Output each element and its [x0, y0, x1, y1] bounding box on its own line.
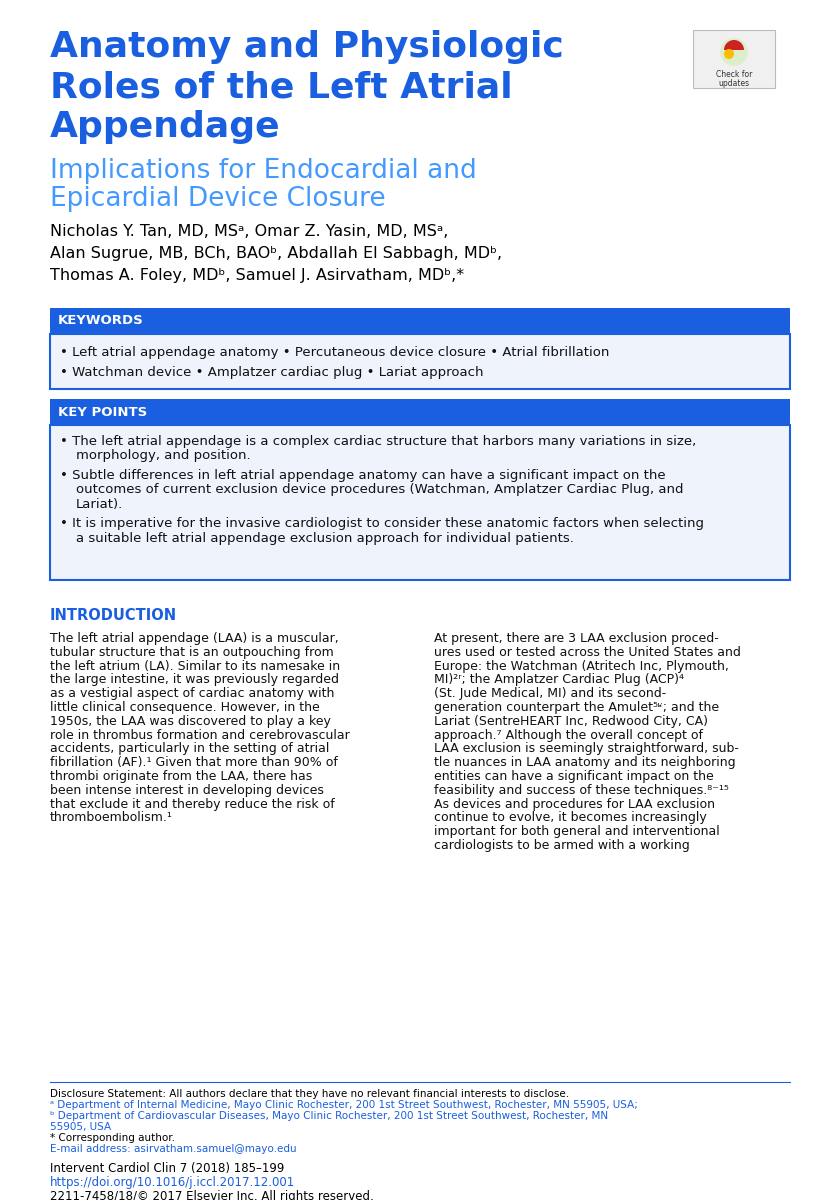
Text: Disclosure Statement: All authors declare that they have no relevant financial i: Disclosure Statement: All authors declar…: [50, 1090, 570, 1099]
Text: 55905, USA: 55905, USA: [50, 1122, 111, 1132]
Text: feasibility and success of these techniques.⁸⁻¹⁵: feasibility and success of these techniq…: [434, 784, 729, 797]
Text: MI)²ʳ; the Amplatzer Cardiac Plug (ACP)⁴: MI)²ʳ; the Amplatzer Cardiac Plug (ACP)⁴: [434, 673, 684, 686]
Text: thrombi originate from the LAA, there has: thrombi originate from the LAA, there ha…: [50, 770, 312, 782]
Text: Lariat).: Lariat).: [76, 498, 123, 511]
Text: tubular structure that is an outpouching from: tubular structure that is an outpouching…: [50, 646, 333, 659]
Text: cardiologists to be armed with a working: cardiologists to be armed with a working: [434, 839, 690, 852]
Text: Appendage: Appendage: [50, 110, 281, 144]
Wedge shape: [724, 40, 744, 50]
FancyBboxPatch shape: [693, 30, 775, 88]
Text: thromboembolism.¹: thromboembolism.¹: [50, 811, 173, 824]
Text: that exclude it and thereby reduce the risk of: that exclude it and thereby reduce the r…: [50, 798, 335, 811]
Text: Alan Sugrue, MB, BCh, BAOᵇ, Abdallah El Sabbagh, MDᵇ,: Alan Sugrue, MB, BCh, BAOᵇ, Abdallah El …: [50, 246, 502, 260]
Text: Epicardial Device Closure: Epicardial Device Closure: [50, 186, 386, 212]
Text: a suitable left atrial appendage exclusion approach for individual patients.: a suitable left atrial appendage exclusi…: [76, 532, 574, 545]
Text: little clinical consequence. However, in the: little clinical consequence. However, in…: [50, 701, 320, 714]
Text: • Left atrial appendage anatomy • Percutaneous device closure • Atrial fibrillat: • Left atrial appendage anatomy • Percut…: [60, 346, 609, 359]
Text: generation counterpart the Amulet⁵ʶ; and the: generation counterpart the Amulet⁵ʶ; and…: [434, 701, 719, 714]
Text: • The left atrial appendage is a complex cardiac structure that harbors many var: • The left atrial appendage is a complex…: [60, 434, 696, 448]
Text: fibrillation (AF).¹ Given that more than 90% of: fibrillation (AF).¹ Given that more than…: [50, 756, 338, 769]
Circle shape: [720, 38, 748, 66]
FancyBboxPatch shape: [50, 308, 790, 334]
Text: Anatomy and Physiologic: Anatomy and Physiologic: [50, 30, 564, 64]
Text: been intense interest in developing devices: been intense interest in developing devi…: [50, 784, 324, 797]
Text: LAA exclusion is seemingly straightforward, sub-: LAA exclusion is seemingly straightforwa…: [434, 743, 739, 756]
Text: outcomes of current exclusion device procedures (Watchman, Amplatzer Cardiac Plu: outcomes of current exclusion device pro…: [76, 484, 684, 497]
FancyBboxPatch shape: [50, 425, 790, 580]
Text: ures used or tested across the United States and: ures used or tested across the United St…: [434, 646, 741, 659]
Text: ᵃ Department of Internal Medicine, Mayo Clinic Rochester, 200 1st Street Southwe: ᵃ Department of Internal Medicine, Mayo …: [50, 1100, 638, 1110]
Text: accidents, particularly in the setting of atrial: accidents, particularly in the setting o…: [50, 743, 329, 756]
Text: KEY POINTS: KEY POINTS: [58, 406, 147, 419]
Text: role in thrombus formation and cerebrovascular: role in thrombus formation and cerebrova…: [50, 728, 349, 742]
Text: the large intestine, it was previously regarded: the large intestine, it was previously r…: [50, 673, 339, 686]
Text: Lariat (SentreHEART Inc, Redwood City, CA): Lariat (SentreHEART Inc, Redwood City, C…: [434, 715, 708, 727]
FancyBboxPatch shape: [50, 334, 790, 389]
Text: entities can have a significant impact on the: entities can have a significant impact o…: [434, 770, 714, 782]
Text: Europe: the Watchman (Atritech Inc, Plymouth,: Europe: the Watchman (Atritech Inc, Plym…: [434, 660, 729, 672]
Text: E-mail address: asirvatham.samuel@mayo.edu: E-mail address: asirvatham.samuel@mayo.e…: [50, 1144, 297, 1154]
Text: INTRODUCTION: INTRODUCTION: [50, 608, 177, 623]
Text: The left atrial appendage (LAA) is a muscular,: The left atrial appendage (LAA) is a mus…: [50, 632, 339, 646]
Circle shape: [724, 49, 734, 59]
Text: ᵇ Department of Cardiovascular Diseases, Mayo Clinic Rochester, 200 1st Street S: ᵇ Department of Cardiovascular Diseases,…: [50, 1111, 608, 1121]
Text: as a vestigial aspect of cardiac anatomy with: as a vestigial aspect of cardiac anatomy…: [50, 688, 334, 701]
Text: morphology, and position.: morphology, and position.: [76, 450, 250, 462]
Text: https://doi.org/10.1016/j.iccl.2017.12.001: https://doi.org/10.1016/j.iccl.2017.12.0…: [50, 1176, 295, 1189]
Text: important for both general and interventional: important for both general and intervent…: [434, 826, 720, 838]
Text: • Watchman device • Amplatzer cardiac plug • Lariat approach: • Watchman device • Amplatzer cardiac pl…: [60, 366, 484, 379]
Text: (St. Jude Medical, MI) and its second-: (St. Jude Medical, MI) and its second-: [434, 688, 666, 701]
Text: Nicholas Y. Tan, MD, MSᵃ, Omar Z. Yasin, MD, MSᵃ,: Nicholas Y. Tan, MD, MSᵃ, Omar Z. Yasin,…: [50, 224, 449, 239]
Text: At present, there are 3 LAA exclusion proced-: At present, there are 3 LAA exclusion pr…: [434, 632, 719, 646]
Text: Roles of the Left Atrial: Roles of the Left Atrial: [50, 70, 512, 104]
Text: Intervent Cardiol Clin 7 (2018) 185–199: Intervent Cardiol Clin 7 (2018) 185–199: [50, 1162, 285, 1175]
Text: As devices and procedures for LAA exclusion: As devices and procedures for LAA exclus…: [434, 798, 715, 811]
Text: • It is imperative for the invasive cardiologist to consider these anatomic fact: • It is imperative for the invasive card…: [60, 517, 704, 530]
Text: 2211-7458/18/© 2017 Elsevier Inc. All rights reserved.: 2211-7458/18/© 2017 Elsevier Inc. All ri…: [50, 1190, 374, 1200]
Text: approach.⁷ Although the overall concept of: approach.⁷ Although the overall concept …: [434, 728, 703, 742]
Text: KEYWORDS: KEYWORDS: [58, 314, 144, 328]
Text: Thomas A. Foley, MDᵇ, Samuel J. Asirvatham, MDᵇ,*: Thomas A. Foley, MDᵇ, Samuel J. Asirvath…: [50, 268, 465, 283]
Text: tle nuances in LAA anatomy and its neighboring: tle nuances in LAA anatomy and its neigh…: [434, 756, 736, 769]
FancyBboxPatch shape: [50, 398, 790, 425]
Text: the left atrium (LA). Similar to its namesake in: the left atrium (LA). Similar to its nam…: [50, 660, 340, 672]
Text: • Subtle differences in left atrial appendage anatomy can have a significant imp: • Subtle differences in left atrial appe…: [60, 469, 665, 482]
Text: continue to evolve, it becomes increasingly: continue to evolve, it becomes increasin…: [434, 811, 706, 824]
Text: 1950s, the LAA was discovered to play a key: 1950s, the LAA was discovered to play a …: [50, 715, 331, 727]
Text: Check for: Check for: [716, 70, 752, 79]
Text: * Corresponding author.: * Corresponding author.: [50, 1133, 175, 1142]
Text: Implications for Endocardial and: Implications for Endocardial and: [50, 158, 477, 184]
Text: updates: updates: [718, 79, 749, 88]
